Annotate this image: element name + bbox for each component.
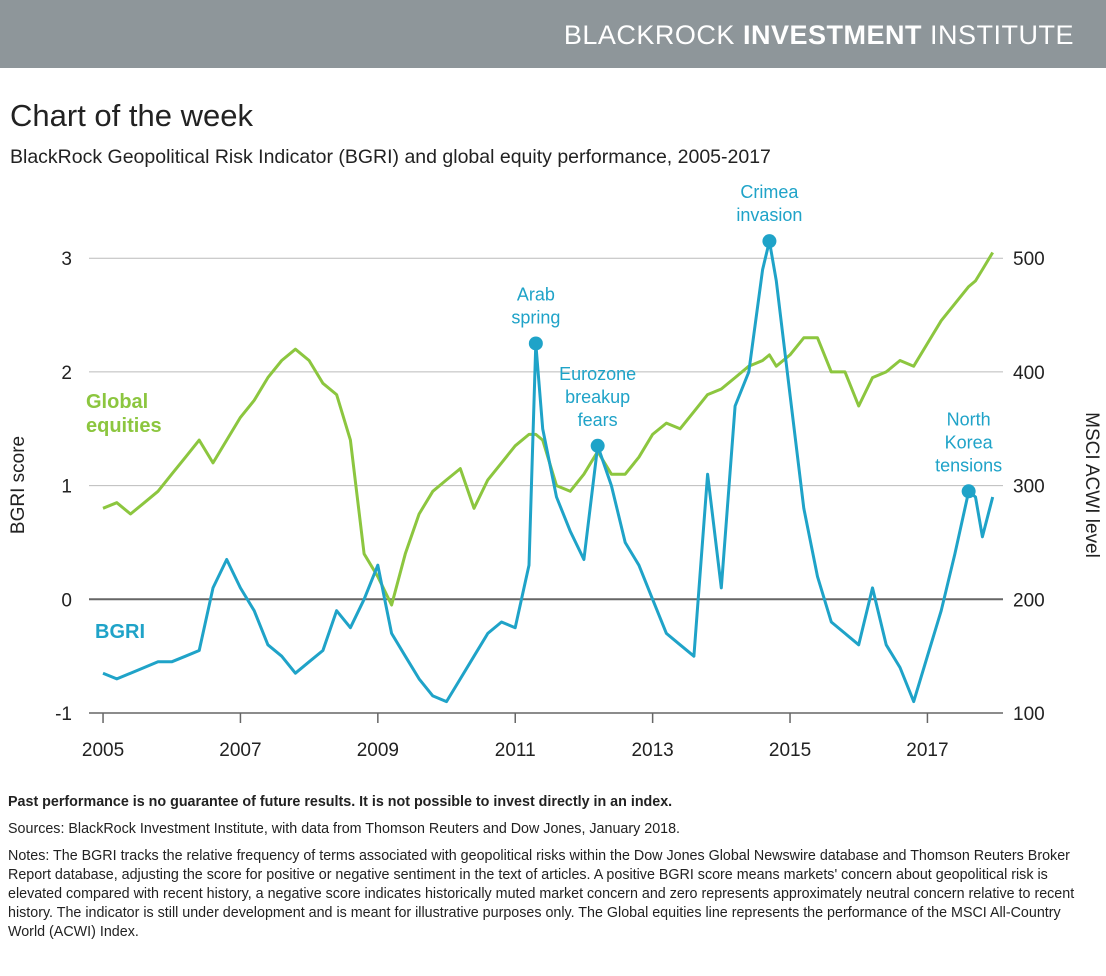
sources: Sources: BlackRock Investment Institute,… [8, 821, 681, 837]
annotation-dot [762, 234, 777, 249]
y-tick-label: 0 [61, 590, 72, 611]
x-tick-label: 2015 [769, 740, 811, 761]
annotation-text: Crimea [740, 182, 799, 202]
brand-text: BLACKROCK [563, 20, 735, 50]
x-tick-label: 2007 [219, 740, 261, 761]
y-tick-label: 1 [61, 477, 72, 498]
series-line [102, 251, 994, 607]
annotation-text: North [947, 409, 991, 429]
chart: Chart of the week BlackRock Geopolitical… [8, 98, 1102, 761]
y2-axis-label: MSCI ACWI level [1081, 412, 1102, 558]
annotation-dot [528, 336, 543, 351]
brand-bold: INVESTMENT [742, 20, 922, 50]
y-tick-label: 3 [61, 249, 72, 270]
annotation-text: invasion [736, 205, 802, 225]
annotation-text: breakup [565, 387, 630, 407]
brand-text: INSTITUTE [930, 20, 1074, 50]
series-line [102, 239, 995, 704]
x-tick-label: 2011 [495, 740, 536, 761]
y2-tick-label: 200 [1013, 590, 1045, 611]
annotation-dot [590, 438, 605, 453]
y2-tick-label: 300 [1013, 477, 1045, 498]
x-tick-label: 2009 [357, 740, 399, 761]
y-axis-label: BGRI score [8, 436, 29, 534]
series-label: Global equities [86, 391, 162, 437]
annotation-text: Eurozone [559, 364, 636, 384]
y2-tick-label: 400 [1013, 363, 1045, 384]
annotation-text: Korea [945, 432, 994, 452]
annotation-text: fears [578, 410, 618, 430]
y2-tick-label: 500 [1013, 249, 1045, 270]
x-tick-label: 2005 [82, 740, 124, 761]
x-tick-label: 2013 [631, 740, 673, 761]
y-tick-label: -1 [55, 704, 72, 725]
disclaimer: Past performance is no guarantee of futu… [8, 794, 673, 810]
y2-tick-label: 100 [1013, 704, 1045, 725]
x-tick-label: 2017 [906, 740, 948, 761]
y-tick-label: 2 [61, 363, 72, 384]
annotation-text: Arab [517, 284, 555, 304]
annotation-text: tensions [935, 455, 1002, 475]
brand: BLACKROCK INVESTMENT INSTITUTE [564, 20, 1074, 51]
chart-subtitle: BlackRock Geopolitical Risk Indicator (B… [10, 146, 771, 168]
footer: Past performance is no guarantee of futu… [8, 793, 1098, 950]
annotation-text: spring [511, 307, 560, 327]
series-label: BGRI [95, 621, 145, 643]
chart-title: Chart of the week [10, 98, 253, 133]
annotation-dot [961, 484, 976, 499]
notes: Notes: The BGRI tracks the relative freq… [8, 848, 1075, 940]
header-bar: BLACKROCK INVESTMENT INSTITUTE [0, 0, 1106, 68]
